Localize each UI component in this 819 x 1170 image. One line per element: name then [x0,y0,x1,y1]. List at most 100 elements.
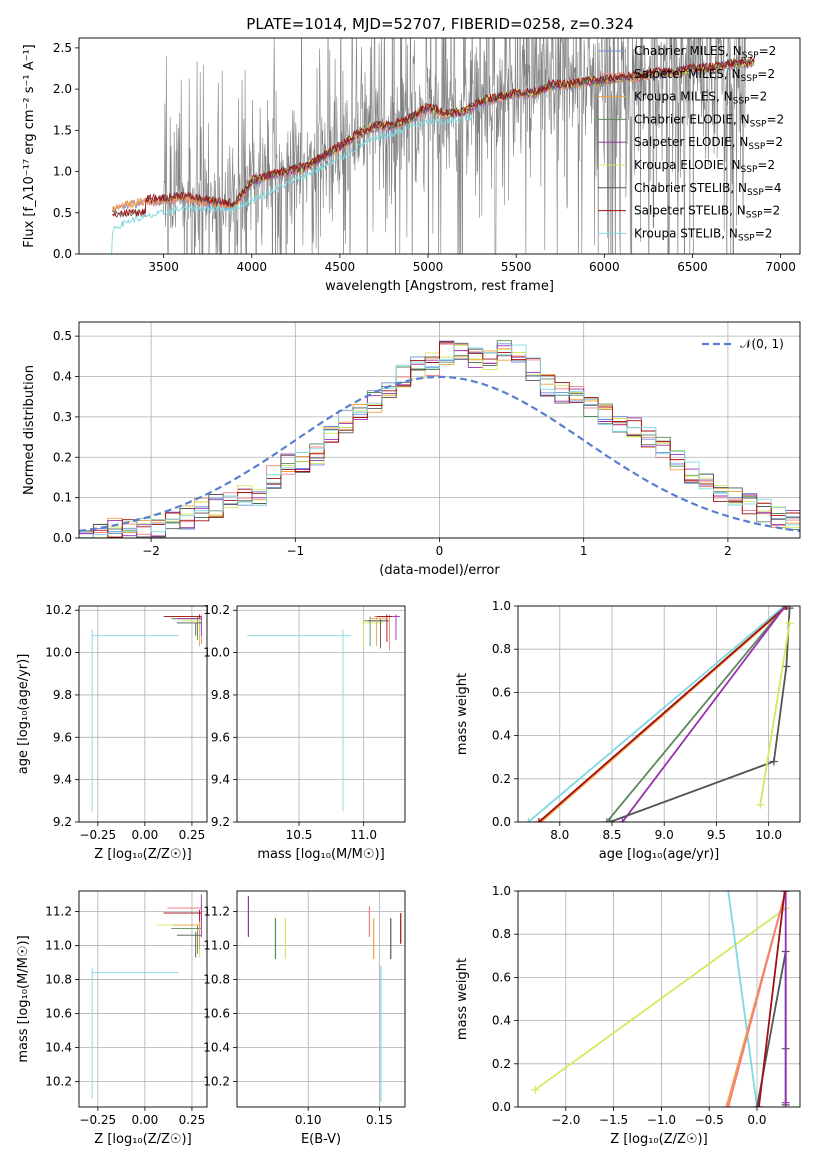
series-line-salpeter_elodie [621,606,787,822]
x-axis-label: Z [log₁₀(Z/Z☉)] [94,847,191,862]
series-point-salpeter_miles [724,1103,733,1107]
y-tick-label: 11.2 [203,904,230,918]
plot-area-residuals [79,340,800,538]
x-axis-label: (data-model)/error [379,563,500,578]
series-line-salpeter_miles [727,891,787,1107]
series-point-chabrier_stelib [605,818,614,822]
x-tick-label: 8.0 [550,828,569,842]
x-tick-label: −1 [286,544,304,558]
model-line-salpeter_elodie [233,58,755,205]
y-tick-label: 9.2 [53,815,72,829]
legend-label: 𝒩(0, 1) [740,337,784,351]
series-point-salpeter_stelib [780,891,789,895]
y-tick-label: 0.8 [492,927,511,941]
series-line-salpeter_stelib [758,891,786,1107]
y-tick-label: 10.6 [45,1006,72,1020]
y-tick-label: 0.4 [492,729,511,743]
x-tick-label: 4500 [325,260,356,274]
series-line-salpeter_stelib [538,606,787,822]
y-tick-label: 10.6 [203,1006,230,1020]
x-tick-label: 0.10 [295,1113,322,1127]
axes-frame [517,890,801,1108]
x-tick-label: −0.25 [79,828,116,842]
legend-label: Chabrier STELIB, NSSP=4 [634,181,782,198]
spectrum-legend: Chabrier MILES, NSSP=2 Salpeter MILES, NS… [598,44,784,243]
y-tick-label: 10.2 [45,1074,72,1088]
x-tick-label: 10.0 [755,828,782,842]
y-tick-label: 0.0 [492,815,511,829]
x-tick-label: 7000 [765,260,796,274]
y-tick-label: 2.5 [53,41,72,55]
y-tick-label: 0.0 [53,247,72,261]
x-tick-label: −0.25 [79,1113,116,1127]
y-tick-label: 11.0 [203,938,230,952]
y-tick-label: 10.2 [45,603,72,617]
x-tick-label: 8.5 [602,828,621,842]
y-axis-label: mass weight [455,958,470,1040]
x-axis-label: Z [log₁₀(Z/Z☉)] [94,1132,191,1147]
plot-area-mass-age [247,614,400,812]
y-tick-label: 1.0 [492,884,511,898]
y-tick-label: 10.0 [203,646,230,660]
y-tick-label: 0.5 [53,329,72,343]
series-line-kroupa_stelib [527,606,785,822]
series-line-kroupa_elodie [534,907,787,1091]
y-tick-label: 0.3 [53,410,72,424]
series-point-chabrier_stelib [785,606,794,613]
series-point-salpeter_elodie [781,1098,790,1107]
y-tick-label: 9.6 [53,730,72,744]
x-tick-label: 9.5 [707,828,726,842]
y-tick-label: 0.2 [492,772,511,786]
y-tick-label: 1.5 [53,123,72,137]
x-tick-label: 5000 [413,260,444,274]
gaussian-curve [79,375,800,532]
series-point-kroupa_elodie [531,1085,540,1094]
y-tick-label: 10.8 [45,972,72,986]
x-tick-label: 6500 [677,260,708,274]
plot-area-z-massweight [531,891,790,1107]
x-tick-label: −1.5 [599,1113,628,1127]
series-point-chabrier_stelib [769,757,778,766]
x-axis-label: Z [log₁₀(Z/Z☉)] [610,1132,707,1147]
legend-label: Salpeter STELIB, NSSP=2 [634,204,780,221]
axes-frame [78,890,208,1108]
x-tick-label: 0.15 [366,1113,393,1127]
legend-label: Salpeter ELODIE, NSSP=2 [634,135,783,152]
x-tick-label: 11.0 [350,828,377,842]
panel-mass-age: 10.5 11.0 9.2 9.4 9.6 9.8 10.0 10.2 mass [log₁₀(… [203,603,406,862]
y-tick-label: 9.8 [211,688,230,702]
y-tick-label: 0.5 [53,206,72,220]
hist-kroupa_stelib [79,342,800,538]
series-point-kroupa_elodie [785,619,794,628]
y-axis-label: Normed distribution [22,365,37,495]
plot-area-ebv-mass [247,896,402,1102]
y-tick-label: 10.8 [203,972,230,986]
panel-z-age: −0.25 0.00 0.25 9.2 9.4 9.6 9.8 10.0 10.2 Z [log₁… [16,603,208,862]
axes-frame [517,605,801,823]
x-tick-label: 6000 [589,260,620,274]
y-tick-label: 0.2 [53,450,72,464]
panel-residuals: −2 −1 0 1 2 0.0 0.1 0.2 0.3 0.4 0.5 (data-model)/er… [22,321,801,578]
y-axis-label: mass weight [455,673,470,755]
series-point-kroupa_elodie [756,800,765,809]
y-axis-label: age [log₁₀(age/yr)] [16,654,31,775]
y-axis-label: mass [log₁₀(M/M☉)] [16,935,31,1062]
legend-label: Kroupa STELIB, NSSP=2 [634,226,772,243]
x-tick-label: −2 [142,544,160,558]
legend-label: Chabrier ELODIE, NSSP=2 [634,112,784,129]
y-tick-label: 10.0 [45,646,72,660]
y-tick-label: 9.4 [53,773,72,787]
plot-area-spectrum [110,38,755,254]
x-tick-label: −0.5 [695,1113,724,1127]
series-line-kroupa_stelib [727,891,758,1107]
hist-salpeter_stelib [79,342,800,538]
panel-ebv-mass: 0.10 0.15 10.2 10.4 10.6 10.8 11.0 11.2 E(B-V) [203,890,406,1147]
legend-label: Kroupa ELODIE, NSSP=2 [634,158,775,175]
y-tick-label: 0.4 [492,1014,511,1028]
y-tick-label: 0.6 [492,970,511,984]
panel-age-massweight: 8.0 8.5 9.0 9.5 10.0 0.0 0.2 0.4 0.6 0.8 1.0 age [l… [455,599,801,862]
figure-title: PLATE=1014, MJD=52707, FIBERID=0258, z=0… [246,15,633,33]
plot-area-z-age [91,614,202,812]
panel-z-massweight: −2.0 −1.5 −1.0 −0.5 0.0 0.0 0.2 0.4 0.6 0.8 1.0 Z [… [455,884,801,1147]
